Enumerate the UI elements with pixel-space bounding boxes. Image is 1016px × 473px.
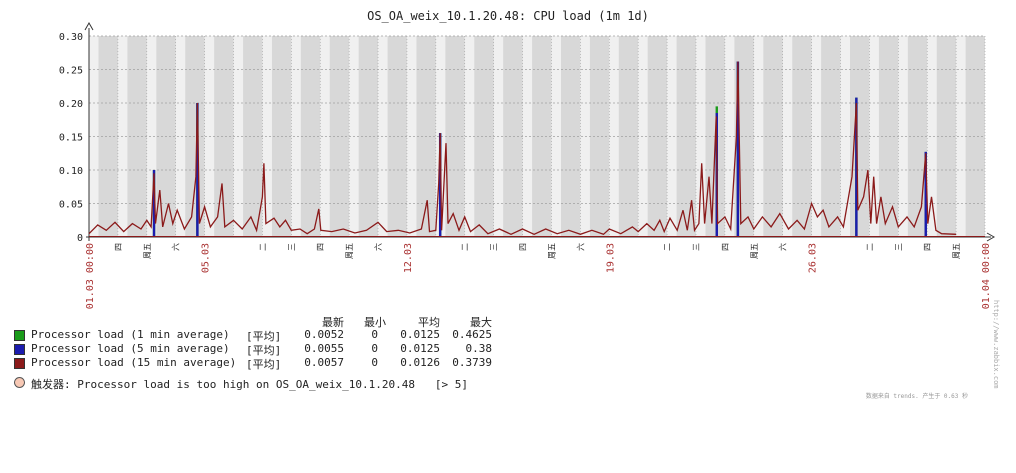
legend-series-name: Processor load (5 min average) [31, 342, 230, 355]
legend-header-row: 最新 最小 平均 最大 [14, 314, 492, 329]
footer-note: 数据来自 trends. 产生于 0.63 秒 [865, 393, 968, 400]
day-stripe [763, 36, 783, 237]
day-stripe [474, 36, 494, 237]
x-date-label: 26.03 [808, 243, 819, 273]
x-weekday-label: 三 [692, 243, 701, 251]
y-tick-label: 0.20 [59, 99, 83, 110]
day-stripe [589, 36, 610, 237]
x-weekday-label: 四 [923, 243, 932, 251]
day-stripe [503, 36, 523, 237]
x-weekday-label: 周五 [952, 243, 961, 259]
legend-avg: 0.0125 [400, 342, 440, 355]
x-weekday-label: 周五 [547, 243, 556, 259]
legend-series-name: Processor load (1 min average) [31, 328, 230, 341]
legend-swatch-5m [14, 344, 25, 355]
x-date-label: 01.04 00:00 [981, 243, 992, 309]
graph-canvas: OS_OA_weix_10.1.20.48: CPU load (1m 1d) … [14, 9, 1000, 400]
x-weekday-label: 四 [519, 243, 528, 251]
x-weekday-label: 三 [287, 243, 296, 251]
x-weekday-label: 三 [490, 243, 499, 251]
day-stripe [358, 36, 379, 237]
legend-header-min: 最小 [364, 316, 386, 329]
legend-row-15m: Processor load (15 min average) [平均] 0.0… [14, 356, 492, 371]
day-stripe [243, 36, 263, 237]
legend-min: 0 [371, 356, 378, 369]
legend-func: [平均] [246, 330, 282, 343]
x-weekday-label: 四 [114, 243, 123, 251]
legend-last: 0.0057 [304, 356, 344, 369]
day-stripe [445, 36, 465, 237]
y-tick-label: 0.15 [59, 133, 83, 144]
legend-header-last: 最新 [322, 316, 344, 329]
graph-title: OS_OA_weix_10.1.20.48: CPU load (1m 1d) [367, 9, 649, 23]
legend-max: 0.38 [465, 342, 493, 355]
x-axis-arrow [986, 232, 996, 242]
y-tick-label: 0.25 [59, 66, 83, 77]
y-tick-label: 0.10 [59, 166, 83, 177]
trigger-row: 触发器: Processor load is too high on OS_OA… [14, 376, 468, 428]
legend-max: 0.4625 [452, 328, 492, 341]
x-date-label: 12.03 [403, 243, 414, 273]
cpu-load-chart: 0 0.05 0.10 0.15 0.20 0.25 0.30 01.03 00:00 05.0… [59, 21, 996, 309]
x-weekday-label: 周五 [345, 243, 354, 259]
trigger-indicator-icon [14, 377, 25, 388]
x-weekday-label: 二 [461, 243, 470, 251]
legend-header-max: 最大 [470, 316, 492, 329]
x-weekday-label: 六 [373, 243, 383, 251]
day-stripe [850, 36, 870, 237]
legend-avg: 0.0125 [400, 328, 440, 341]
legend-swatch-1m [14, 330, 25, 341]
x-weekday-label: 六 [575, 243, 585, 251]
legend-min: 0 [371, 328, 378, 341]
legend-last: 0.0052 [304, 328, 344, 341]
x-weekday-label: 三 [894, 243, 903, 251]
x-date-label: 19.03 [605, 243, 616, 273]
legend-series-name: Processor load (15 min average) [31, 356, 237, 369]
x-weekday-label: 周五 [143, 243, 152, 259]
x-date-label: 01.03 00:00 [85, 243, 96, 309]
y-tick-label: 0.05 [59, 200, 83, 211]
x-weekday-label: 六 [171, 243, 181, 251]
x-date-label: 05.03 [201, 243, 212, 273]
legend-min: 0 [371, 342, 378, 355]
day-stripe [98, 36, 118, 237]
day-stripe [329, 36, 350, 237]
trigger-text: 触发器: Processor load is too high on OS_OA… [31, 378, 468, 391]
y-axis-arrow [84, 21, 94, 31]
legend-header-avg: 平均 [418, 316, 440, 329]
x-weekday-label: 四 [316, 243, 325, 251]
day-stripe [965, 36, 985, 237]
legend-row-1m: Processor load (1 min average) [平均] 0.00… [14, 328, 492, 343]
day-stripe [214, 36, 234, 237]
legend-func: [平均] [246, 344, 282, 357]
day-stripe [734, 36, 754, 237]
legend-avg: 0.0126 [400, 356, 440, 369]
legend-swatch-15m [14, 358, 25, 369]
x-weekday-label: 六 [778, 243, 788, 251]
day-stripe [618, 36, 639, 237]
legend-max: 0.3739 [452, 356, 492, 369]
legend-last: 0.0055 [304, 342, 344, 355]
legend-row-5m: Processor load (5 min average) [平均] 0.00… [14, 342, 492, 357]
x-weekday-label: 二 [663, 243, 672, 251]
day-stripe [878, 36, 899, 237]
series-15m-line [88, 61, 957, 236]
x-weekday-label: 四 [721, 243, 730, 251]
x-weekday-label: 二 [258, 243, 267, 251]
y-tick-label: 0 [77, 233, 83, 244]
y-tick-label: 0.30 [59, 32, 83, 43]
x-weekday-label: 二 [865, 243, 874, 251]
side-url: http://www.zabbix.com [992, 300, 1000, 389]
x-weekday-label: 周五 [750, 243, 759, 259]
legend-func: [平均] [246, 358, 282, 371]
